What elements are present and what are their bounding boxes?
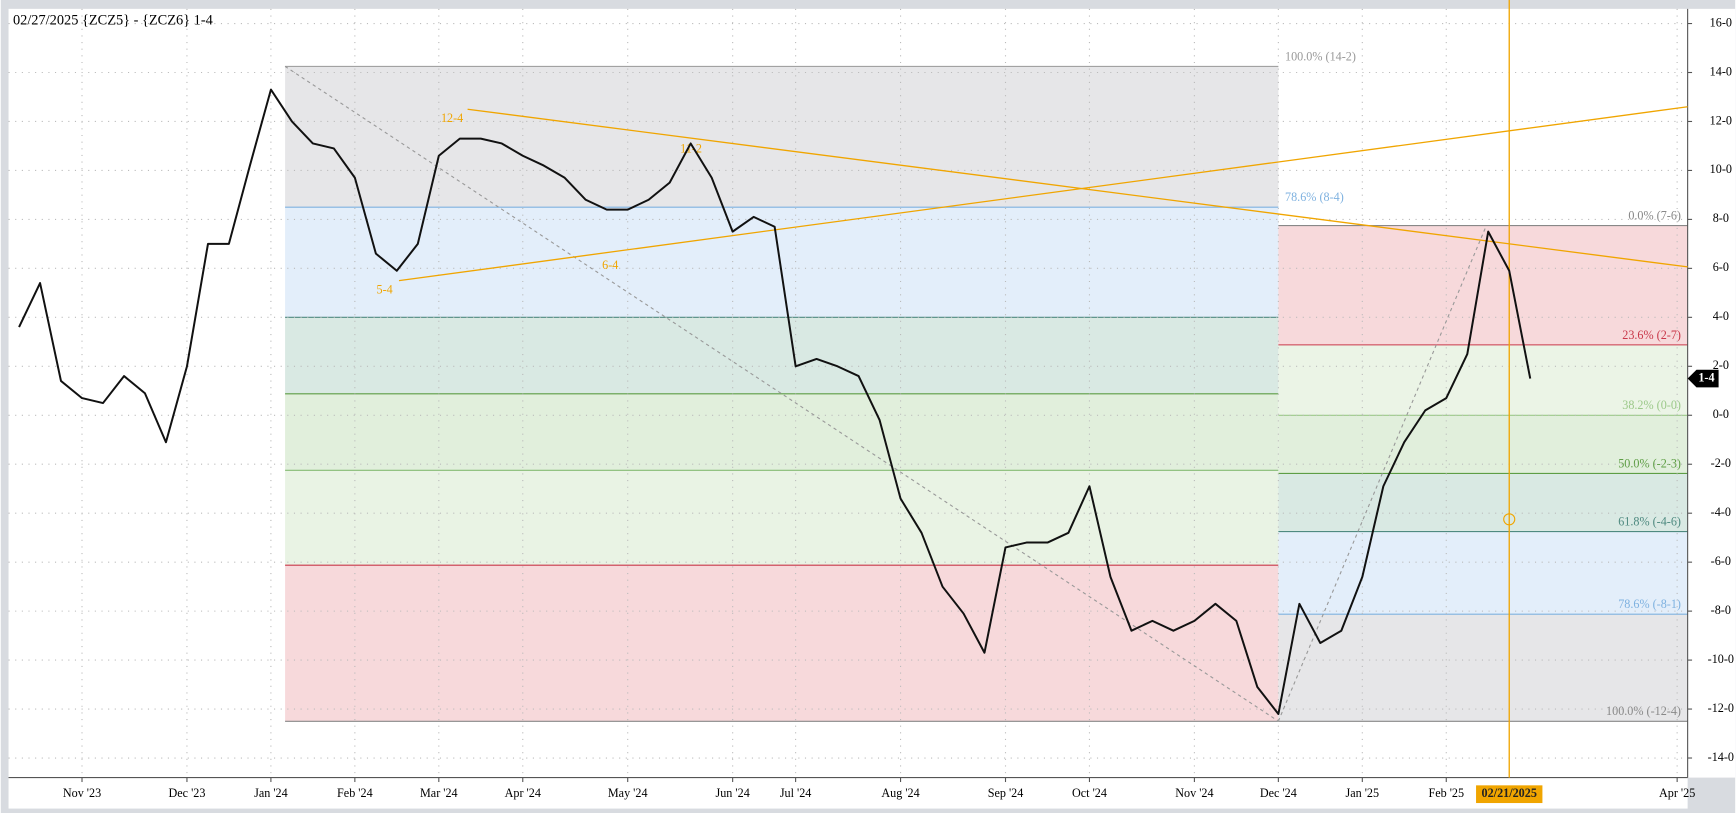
fib-zone — [1278, 531, 1688, 615]
fib-zone — [285, 393, 1279, 471]
fib-anchor — [1277, 225, 1487, 722]
fib-zone — [285, 470, 1279, 566]
x-tick-label: Jan '24 — [254, 786, 288, 800]
fib-label: 0.0% (7-6) — [1628, 208, 1681, 222]
fib-label: 78.6% (8-4) — [1285, 190, 1344, 204]
fib-anchor — [284, 65, 1279, 722]
fib-zone — [285, 565, 1279, 722]
x-tick-label: Dec '23 — [168, 786, 205, 800]
annotation: 12-4 — [441, 111, 463, 125]
x-tick-label: Sep '24 — [988, 786, 1024, 800]
fib-label: 50.0% (-2-3) — [1618, 456, 1681, 470]
annotation: 6-4 — [602, 258, 618, 272]
x-tick-label: Jan '25 — [1346, 786, 1380, 800]
y-tick-label: -6-0 — [1711, 554, 1731, 568]
x-tick-label: Mar '24 — [420, 786, 458, 800]
y-axis-area — [1687, 8, 1736, 778]
fib-zone — [1278, 344, 1688, 416]
y-tick-label: -2-0 — [1711, 456, 1731, 470]
x-tick-label: Nov '23 — [63, 786, 101, 800]
fib-zone — [1278, 614, 1688, 722]
fib-zone — [1278, 225, 1688, 345]
annotation: 5-4 — [377, 282, 393, 296]
y-tick-label: 2-0 — [1713, 358, 1729, 372]
y-tick-label: -14-0 — [1708, 750, 1734, 764]
y-tick-label: 16-0 — [1710, 15, 1732, 29]
price-line — [18, 88, 1532, 715]
y-tick-label: 12-0 — [1710, 113, 1732, 127]
cursor-marker — [1503, 513, 1516, 526]
y-tick-label: 6-0 — [1713, 260, 1729, 274]
y-tick-label: -4-0 — [1711, 505, 1731, 519]
fib-zone — [285, 207, 1279, 318]
fib-label: 78.6% (-8-1) — [1618, 597, 1681, 611]
fib-label: 100.0% (-12-4) — [1606, 704, 1681, 718]
cursor-badge — [1476, 785, 1543, 804]
x-tick-label: 02/21/2025 — [1482, 786, 1537, 800]
y-tick-label: -10-0 — [1708, 652, 1734, 666]
trendline — [467, 108, 1688, 268]
y-tick-label: 10-0 — [1710, 162, 1732, 176]
x-tick-label: Jul '24 — [780, 786, 812, 800]
x-tick-label: Dec '24 — [1260, 786, 1297, 800]
x-tick-label: Feb '24 — [337, 786, 373, 800]
x-tick-label: Apr '25 — [1659, 786, 1695, 800]
y-tick-label: 4-0 — [1713, 309, 1729, 323]
fib-zone — [1278, 473, 1688, 532]
fib-label: 61.8% (-4-6) — [1618, 515, 1681, 529]
fib-zone — [285, 317, 1279, 394]
y-tick-label: -12-0 — [1708, 701, 1734, 715]
y-tick-label: 8-0 — [1713, 211, 1729, 225]
x-tick-label: Oct '24 — [1072, 786, 1107, 800]
y-tick-label: 14-0 — [1710, 64, 1732, 78]
fib-zone — [285, 66, 1279, 208]
x-tick-label: Aug '24 — [881, 786, 919, 800]
y-tick-label: 0-0 — [1713, 407, 1729, 421]
y-tick-label: -8-0 — [1711, 603, 1731, 617]
fib-label: 23.6% (2-7) — [1622, 328, 1681, 342]
layers: 100.0% (14-2)78.6% (8-4)61.8% (4-0)50.0%… — [8, 0, 1734, 804]
x-tick-label: Apr '24 — [505, 786, 541, 800]
x-tick-label: May '24 — [608, 786, 648, 800]
trendline — [398, 106, 1688, 282]
last-value-badge — [1687, 369, 1719, 388]
x-tick-label: Nov '24 — [1175, 786, 1213, 800]
value-label: 1-4 — [1698, 370, 1714, 384]
fib-zone — [1278, 415, 1688, 474]
fib-label: 38.2% (0-0) — [1622, 398, 1681, 412]
x-tick-label: Jun '24 — [716, 786, 750, 800]
fib-label: 100.0% (14-2) — [1285, 49, 1356, 63]
x-axis-area — [8, 777, 1688, 809]
x-tick-label: Feb '25 — [1428, 786, 1464, 800]
chart-title: 02/27/2025 {ZCZ5} - {ZCZ6} 1-4 — [13, 12, 213, 28]
